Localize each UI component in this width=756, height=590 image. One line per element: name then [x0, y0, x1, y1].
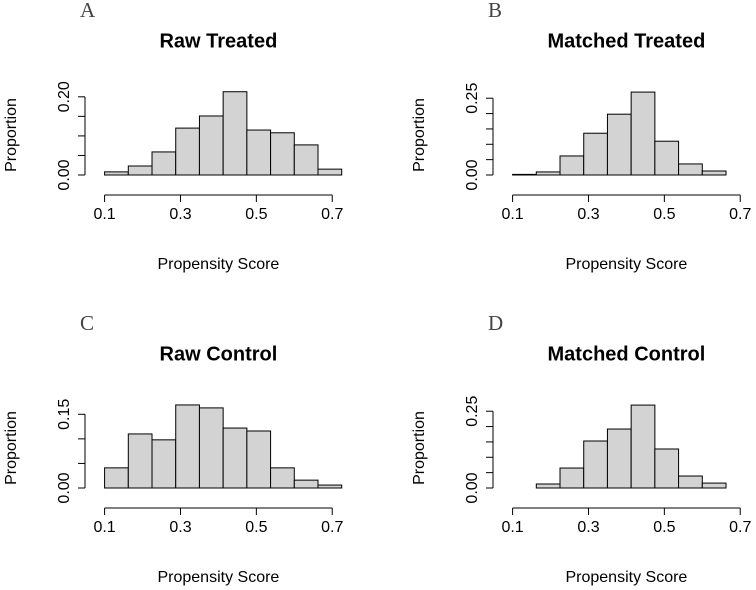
bar [293, 144, 319, 176]
bar [198, 115, 224, 176]
bar [535, 483, 561, 489]
bar [559, 467, 585, 489]
bar [246, 430, 272, 489]
x-tick-label: 0.5 [245, 519, 267, 536]
panel-title: Matched Treated [547, 30, 705, 52]
bar [559, 155, 585, 176]
bar [293, 479, 319, 489]
bar [246, 129, 272, 176]
y-axis-label: Proportion [411, 98, 428, 172]
bar [583, 132, 608, 176]
bar [104, 467, 129, 489]
y-tick-label: 0.00 [464, 159, 481, 190]
x-axis-label: Propensity Score [565, 569, 687, 586]
bar [151, 439, 177, 489]
y-axis-label: Proportion [411, 411, 428, 485]
bar [512, 173, 537, 176]
bar [222, 427, 248, 489]
panel-title: Matched Control [548, 343, 706, 365]
bar [654, 448, 680, 489]
x-tick-label: 0.5 [653, 519, 675, 536]
bar [606, 428, 632, 489]
bar [535, 171, 561, 176]
x-tick-label: 0.3 [169, 206, 191, 223]
panel-title: Raw Treated [159, 30, 277, 52]
x-tick-label: 0.3 [577, 519, 599, 536]
x-tick-label: 0.7 [321, 206, 343, 223]
y-tick-label: 0.25 [464, 396, 481, 427]
y-tick-label: 0.15 [56, 399, 73, 430]
panel-letter: B [488, 0, 502, 22]
y-axis-label: Proportion [3, 98, 20, 172]
x-axis-label: Propensity Score [565, 256, 687, 273]
x-tick-label: 0.1 [501, 206, 523, 223]
y-tick-label: 0.25 [464, 83, 481, 114]
x-tick-label: 0.1 [93, 206, 115, 223]
x-tick-label: 0.7 [729, 206, 751, 223]
x-tick-label: 0.5 [653, 206, 675, 223]
y-axis-label: Proportion [3, 411, 20, 485]
bar [654, 140, 680, 176]
x-axis-label: Propensity Score [157, 569, 279, 586]
bar [175, 127, 200, 176]
bar [198, 407, 224, 489]
bar [127, 433, 153, 489]
bar [127, 165, 153, 176]
bar [701, 482, 727, 489]
x-tick-label: 0.5 [245, 206, 267, 223]
bar [151, 151, 177, 176]
bar [630, 404, 656, 489]
panel-letter: A [80, 0, 96, 22]
bar [701, 170, 727, 176]
bar [317, 484, 343, 489]
bar [222, 91, 248, 176]
bar [583, 440, 608, 489]
y-tick-label: 0.00 [464, 472, 481, 503]
x-tick-label: 0.1 [93, 519, 115, 536]
x-tick-label: 0.3 [169, 519, 191, 536]
x-axis-label: Propensity Score [157, 256, 279, 273]
x-tick-label: 0.7 [729, 519, 751, 536]
bar [317, 168, 343, 176]
y-tick-label: 0.20 [56, 81, 73, 112]
y-tick-label: 0.00 [56, 159, 73, 190]
bar [270, 132, 295, 176]
bar [678, 475, 703, 489]
bar [678, 163, 703, 176]
bar [175, 404, 200, 489]
panel-title: Raw Control [160, 343, 278, 365]
bar [606, 113, 632, 176]
bar [630, 91, 656, 176]
bar [270, 467, 295, 489]
x-tick-label: 0.1 [501, 519, 523, 536]
panel-letter: C [80, 311, 94, 335]
y-tick-label: 0.00 [56, 472, 73, 503]
x-tick-label: 0.3 [577, 206, 599, 223]
x-tick-label: 0.7 [321, 519, 343, 536]
bar [104, 171, 129, 176]
panel-letter: D [488, 311, 503, 335]
